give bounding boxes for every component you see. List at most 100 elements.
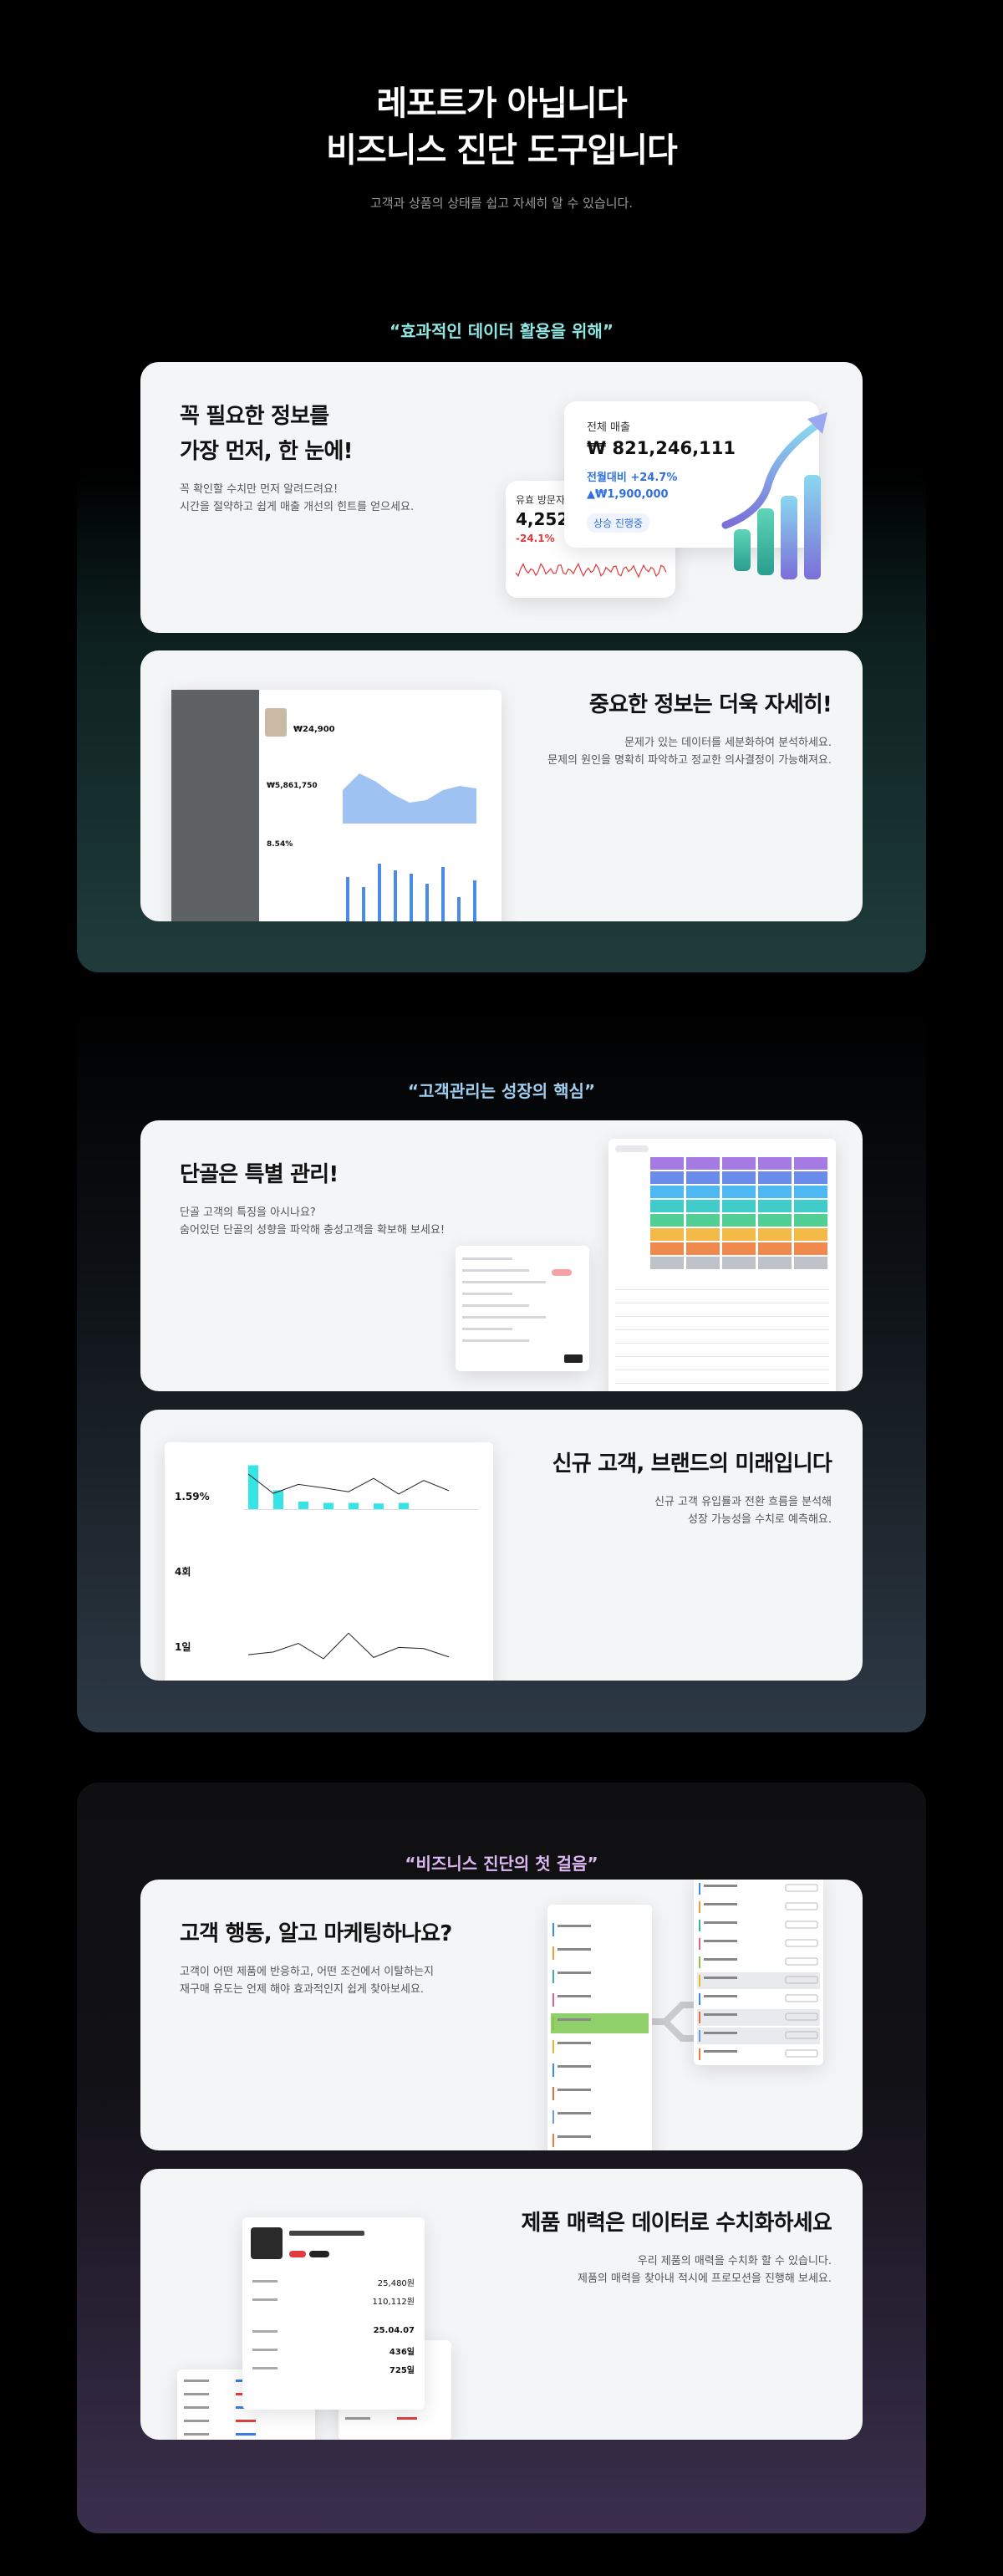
decor-bar: [457, 897, 461, 921]
trend-pill: 상승 진행중: [587, 513, 650, 533]
product-popup: 25,480원 110,112원 25.04.07 436일 725일: [242, 2217, 425, 2410]
table-row: [615, 1329, 829, 1330]
decor-bar: [273, 1490, 283, 1509]
heatmap-cell: [650, 1186, 684, 1198]
list-stripe: [552, 2017, 554, 2030]
product-value: 25,480원: [377, 2279, 415, 2288]
illustration-arrow-head: [807, 412, 827, 434]
popup-line: [462, 1257, 512, 1260]
detail-stripe: [699, 2048, 700, 2060]
list-stripe: [552, 1946, 554, 1960]
heatmap-cell: [722, 1186, 756, 1198]
detail-text: [704, 1940, 737, 1942]
detail-text: [704, 1977, 737, 1979]
popup-line: [462, 1293, 512, 1295]
heatmap-cell: [650, 1171, 684, 1184]
detail-stripe: [699, 2030, 700, 2042]
product-name: [289, 2231, 364, 2236]
heatmap-cell: [722, 1228, 756, 1241]
heatmap-cell: [794, 1200, 827, 1212]
card-description: 신규 고객 유입률과 전환 흐름을 분석해 성장 가능성을 수치로 예측해요.: [552, 1493, 832, 1528]
product-value-label: [252, 2349, 277, 2351]
widget-label: 유효 방문자: [516, 494, 566, 506]
feature-card: 고객 행동, 알고 마케팅하나요? 고객이 어떤 제품에 반응하고, 어떤 조건…: [140, 1880, 863, 2150]
widget-change: 전월대비 +24.7%: [587, 472, 678, 484]
bar-chart: [346, 864, 476, 921]
heatmap-cell: [650, 1157, 684, 1170]
product-value-label: [252, 2280, 277, 2283]
dashboard-charts: [343, 773, 476, 921]
list-text: [558, 2042, 591, 2044]
stats-label: [184, 2380, 209, 2382]
card-text: 중요한 정보는 더욱 자세히! 문제가 있는 데이터를 세분화하여 분석하세요.…: [547, 687, 832, 769]
card-description: 고객이 어떤 제품에 반응하고, 어떤 조건에서 이탈하는지 재구매 유도는 언…: [180, 1963, 452, 1998]
feature-card: 꼭 필요한 정보를 가장 먼저, 한 눈에! 꼭 확인할 수치만 먼저 알려드려…: [140, 362, 863, 633]
list-text: [558, 2089, 591, 2091]
product-value-label: [252, 2298, 277, 2301]
axis-line: [244, 1509, 478, 1510]
detail-text: [704, 1921, 737, 1924]
list-text: [558, 2065, 591, 2068]
product-tag: [289, 2251, 306, 2257]
hero-title: 레포트가 아닙니다 비즈니스 진단 도구입니다: [0, 80, 1003, 174]
table-row: [615, 1289, 829, 1290]
illustration-bar: [804, 475, 821, 579]
heatmap-cell: [758, 1157, 792, 1170]
detail-stripe: [699, 1920, 700, 1931]
card-description-line: 제품의 매력을 찾아내 적시에 프로모션을 진행해 보세요.: [577, 2272, 832, 2285]
detail-text: [704, 2013, 737, 2016]
detail-stripe: [699, 1938, 700, 1950]
heatmap-cell: [794, 1171, 827, 1184]
list-stripe: [552, 1923, 554, 1936]
table-row: [615, 1316, 829, 1317]
list-stripe: [552, 2110, 554, 2124]
popup-line: [462, 1304, 529, 1307]
metric-value: 1.59%: [175, 1491, 210, 1502]
card-description-line: 고객이 어떤 제품에 반응하고, 어떤 조건에서 이탈하는지: [180, 1966, 435, 1978]
decor-bar: [410, 874, 413, 921]
popup-chip: [552, 1269, 572, 1276]
sales-widget: 전체 매출 ₩ 821,246,111 전월대비 +24.7% ▲₩1,900,…: [564, 401, 819, 548]
list-text: [558, 1925, 591, 1927]
heatmap-cell: [758, 1228, 792, 1241]
card-description-line: 재구매 유도는 언제 해야 효과적인지 쉽게 찾아보세요.: [180, 1983, 425, 1996]
heatmap-header: [615, 1145, 649, 1152]
heatmap-cell: [722, 1242, 756, 1255]
heatmap-cell: [722, 1214, 756, 1227]
heatmap-cell: [794, 1157, 827, 1170]
heatmap-cell: [650, 1257, 684, 1269]
heatmap-cell: [758, 1171, 792, 1184]
widget-label: 전체 매출: [587, 421, 630, 434]
card-text: 꼭 필요한 정보를 가장 먼저, 한 눈에! 꼭 확인할 수치만 먼저 알려드려…: [180, 399, 414, 516]
stats-value: [236, 2420, 256, 2422]
dashboard-sidebar: [171, 690, 259, 921]
heatmap-cell: [686, 1214, 720, 1227]
stats-label: [345, 2417, 370, 2420]
detail-text: [704, 1958, 737, 1961]
card-description-line: 단골 고객의 특징을 아시나요?: [180, 1206, 316, 1219]
card-text: 제품 매력은 데이터로 수치화하세요 우리 제품의 매력을 수치화 할 수 있습…: [521, 2206, 832, 2288]
heatmap-cell: [686, 1228, 720, 1241]
card-title: 단골은 특별 관리!: [180, 1162, 339, 1187]
card-description-line: 숨어있던 단골의 성향을 파악해 충성고객을 확보해 보세요!: [180, 1224, 445, 1237]
list-row-shapes: [551, 1923, 649, 2147]
heatmap-cell: [686, 1200, 720, 1212]
card-title: 중요한 정보는 더욱 자세히!: [588, 692, 832, 717]
decor-bar: [323, 1502, 333, 1509]
area-chart: [343, 773, 476, 824]
detail-shade: [697, 2028, 820, 2044]
decor-bar: [394, 870, 397, 921]
card-description-line: 신규 고객 유입률과 전환 흐름을 분석해: [654, 1496, 832, 1508]
card-text: 고객 행동, 알고 마케팅하나요? 고객이 어떤 제품에 반응하고, 어떤 조건…: [180, 1916, 452, 1998]
stats-value: [397, 2417, 417, 2420]
list-stripe: [552, 2040, 554, 2053]
heatmap-cell: [758, 1242, 792, 1255]
decor-bar: [298, 1502, 308, 1509]
card-description-line: 꼭 확인할 수치만 먼저 알려드려요!: [180, 483, 339, 496]
detail-stripe: [699, 1956, 700, 1968]
decor-bar: [441, 867, 445, 921]
heatmap-cell: [686, 1157, 720, 1170]
heatmap-cell: [794, 1242, 827, 1255]
heatmap-cell: [686, 1242, 720, 1255]
